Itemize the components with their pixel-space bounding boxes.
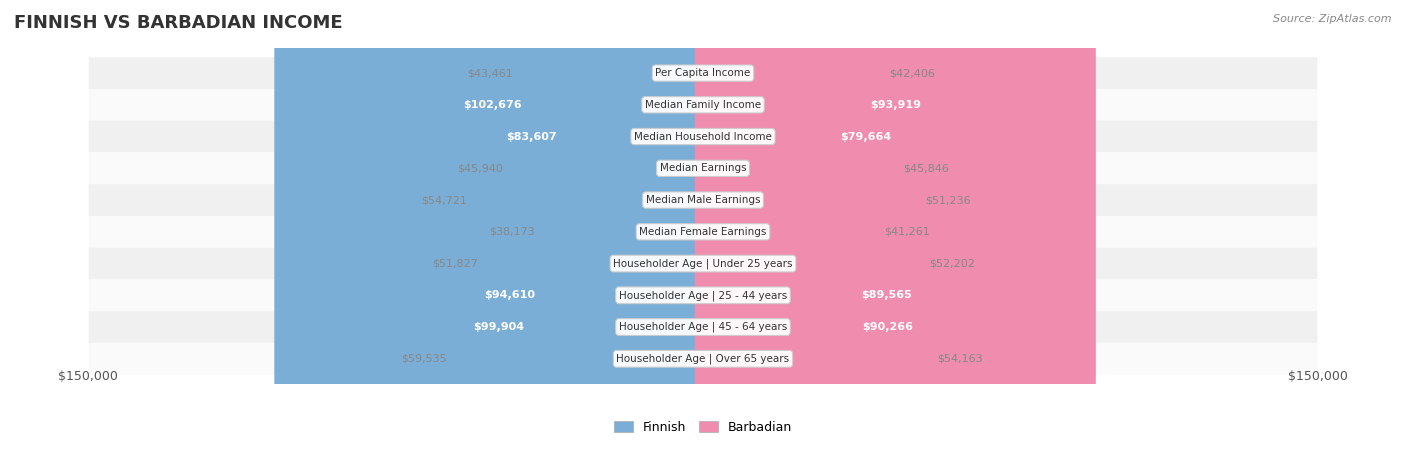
FancyBboxPatch shape [517, 0, 711, 467]
Text: $51,236: $51,236 [925, 195, 970, 205]
Text: Source: ZipAtlas.com: Source: ZipAtlas.com [1274, 14, 1392, 24]
Text: FINNISH VS BARBADIAN INCOME: FINNISH VS BARBADIAN INCOME [14, 14, 343, 32]
FancyBboxPatch shape [89, 343, 1317, 375]
Text: Median Household Income: Median Household Income [634, 132, 772, 142]
Text: Householder Age | Under 25 years: Householder Age | Under 25 years [613, 258, 793, 269]
Text: $94,610: $94,610 [484, 290, 534, 300]
FancyBboxPatch shape [89, 184, 1317, 216]
FancyBboxPatch shape [695, 0, 1081, 467]
Text: $45,940: $45,940 [457, 163, 502, 173]
Text: $54,721: $54,721 [420, 195, 467, 205]
Text: $93,919: $93,919 [870, 100, 921, 110]
FancyBboxPatch shape [695, 0, 921, 467]
FancyBboxPatch shape [89, 216, 1317, 248]
FancyBboxPatch shape [695, 0, 1078, 467]
Text: $102,676: $102,676 [464, 100, 522, 110]
Text: Median Earnings: Median Earnings [659, 163, 747, 173]
FancyBboxPatch shape [695, 0, 934, 467]
FancyBboxPatch shape [695, 0, 884, 467]
Text: $52,202: $52,202 [929, 259, 974, 269]
Text: $42,406: $42,406 [889, 68, 935, 78]
FancyBboxPatch shape [274, 0, 711, 467]
Text: $45,846: $45,846 [903, 163, 949, 173]
FancyBboxPatch shape [353, 0, 711, 467]
Text: $38,173: $38,173 [489, 227, 534, 237]
Text: $150,000: $150,000 [1288, 369, 1348, 382]
Text: Median Female Earnings: Median Female Earnings [640, 227, 766, 237]
FancyBboxPatch shape [695, 0, 898, 467]
Text: $51,827: $51,827 [433, 259, 478, 269]
FancyBboxPatch shape [89, 248, 1317, 279]
FancyBboxPatch shape [695, 0, 1038, 467]
Text: $41,261: $41,261 [884, 227, 929, 237]
Text: Householder Age | 45 - 64 years: Householder Age | 45 - 64 years [619, 322, 787, 333]
Text: $43,461: $43,461 [467, 68, 513, 78]
Text: $99,904: $99,904 [472, 322, 524, 332]
FancyBboxPatch shape [695, 0, 880, 467]
FancyBboxPatch shape [471, 0, 711, 467]
FancyBboxPatch shape [89, 89, 1317, 120]
FancyBboxPatch shape [89, 120, 1317, 152]
Legend: Finnish, Barbadian: Finnish, Barbadian [609, 416, 797, 439]
FancyBboxPatch shape [308, 0, 711, 467]
FancyBboxPatch shape [482, 0, 711, 467]
Text: Householder Age | Over 65 years: Householder Age | Over 65 years [616, 354, 790, 364]
FancyBboxPatch shape [285, 0, 711, 467]
Text: $79,664: $79,664 [841, 132, 891, 142]
FancyBboxPatch shape [506, 0, 711, 467]
Text: $83,607: $83,607 [506, 132, 557, 142]
FancyBboxPatch shape [89, 152, 1317, 184]
FancyBboxPatch shape [695, 0, 925, 467]
FancyBboxPatch shape [695, 0, 1095, 467]
Text: Median Family Income: Median Family Income [645, 100, 761, 110]
Text: $150,000: $150,000 [58, 369, 118, 382]
Text: $59,535: $59,535 [401, 354, 447, 364]
FancyBboxPatch shape [89, 311, 1317, 343]
Text: Householder Age | 25 - 44 years: Householder Age | 25 - 44 years [619, 290, 787, 301]
Text: $90,266: $90,266 [862, 322, 914, 332]
FancyBboxPatch shape [538, 0, 711, 467]
FancyBboxPatch shape [89, 57, 1317, 89]
Text: $54,163: $54,163 [936, 354, 983, 364]
Text: Median Male Earnings: Median Male Earnings [645, 195, 761, 205]
Text: Per Capita Income: Per Capita Income [655, 68, 751, 78]
FancyBboxPatch shape [451, 0, 711, 467]
FancyBboxPatch shape [89, 279, 1317, 311]
Text: $89,565: $89,565 [860, 290, 911, 300]
